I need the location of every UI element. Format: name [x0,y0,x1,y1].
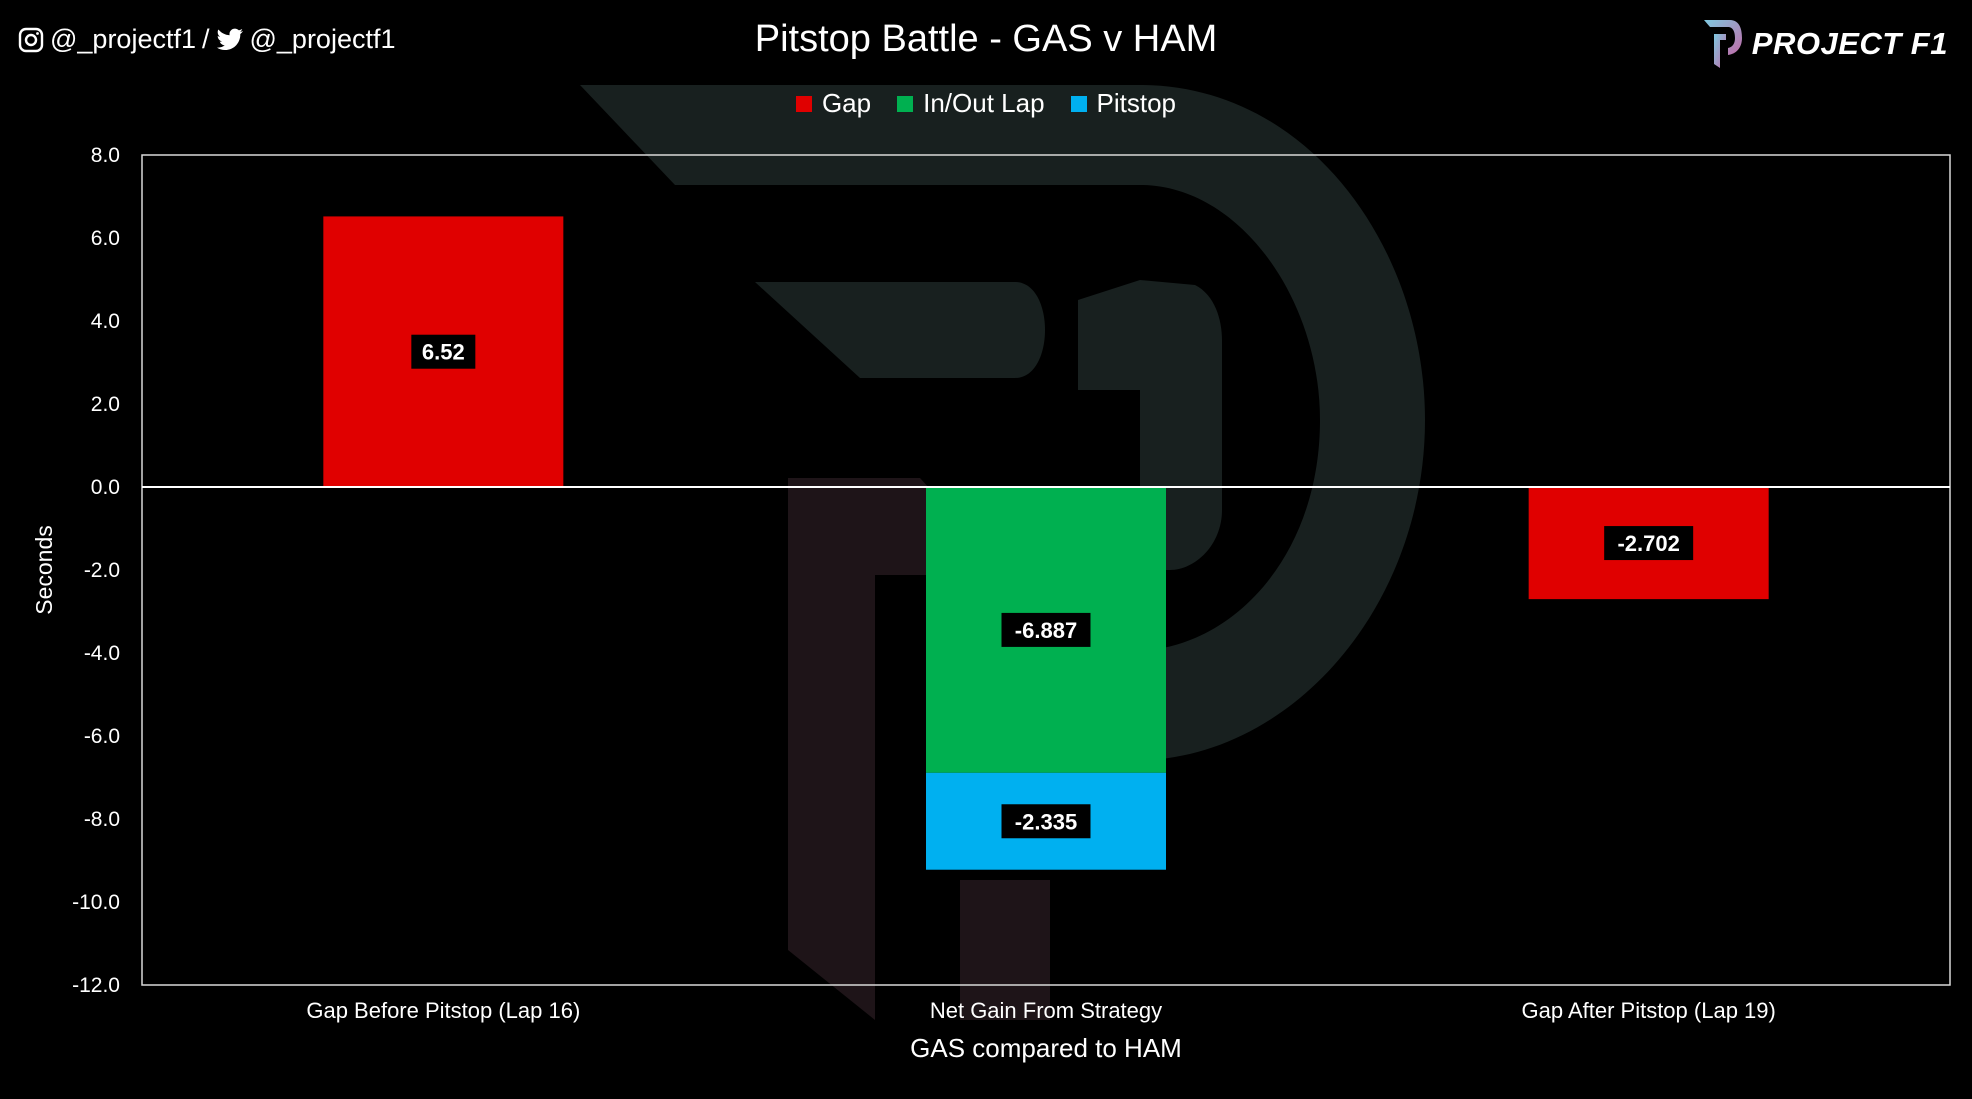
data-label-box [411,334,476,369]
x-axis-label: GAS compared to HAM [910,1033,1182,1063]
legend-swatch-pitstop [1070,95,1087,112]
instagram-icon [18,27,44,52]
social-separator: / [201,24,210,54]
y-tick-label: 0.0 [91,476,120,499]
legend-label-inout: In/Out Lap [923,88,1045,118]
y-tick-label: -10.0 [72,891,120,914]
data-label: -2.702 [1617,531,1679,556]
legend-label-pitstop: Pitstop [1096,88,1177,118]
x-category-label: Gap Before Pitstop (Lap 16) [306,998,580,1023]
data-label: 6.52 [422,340,465,365]
instagram-handle: @_projectf1 [50,24,196,54]
brand-name: PROJECT F1 [1751,26,1948,61]
data-label-box [1001,804,1091,839]
data-label-box [1604,526,1694,561]
legend-label-gap: Gap [821,88,872,118]
project-f1-logo-icon [1703,20,1742,68]
legend: Gap In/Out Lap Pitstop [0,88,1972,119]
brand-logo: PROJECT F1 [1700,18,1948,70]
social-handles: @_projectf1 / @_projectf1 [18,24,395,55]
chart-title: Pitstop Battle - GAS v HAM [754,18,1218,60]
y-tick-label: 4.0 [91,310,120,333]
y-axis-label: Seconds [31,525,57,615]
y-tick-label: 6.0 [91,227,120,250]
legend-item-inout: In/Out Lap [897,88,1045,119]
legend-item-pitstop: Pitstop [1070,88,1177,119]
plot-frame [141,154,1951,986]
x-category-label: Net Gain From Strategy [930,998,1162,1023]
data-label: -6.887 [1015,618,1077,643]
twitter-icon [216,28,243,50]
legend-swatch-gap [795,95,812,112]
y-tick-label: -6.0 [84,725,120,748]
y-tick-label: -2.0 [84,559,120,582]
twitter-handle: @_projectf1 [249,24,396,54]
legend-item-gap: Gap [795,88,872,119]
x-category-label: Gap After Pitstop (Lap 19) [1521,998,1775,1023]
y-tick-label: -8.0 [84,808,120,831]
y-tick-label: -4.0 [84,642,120,665]
y-tick-label: -12.0 [72,974,120,997]
data-label-box [1001,612,1091,647]
y-tick-label: 2.0 [91,393,120,416]
data-label: -2.335 [1015,809,1077,834]
legend-swatch-inout [897,95,914,112]
y-tick-label: 8.0 [91,144,120,167]
